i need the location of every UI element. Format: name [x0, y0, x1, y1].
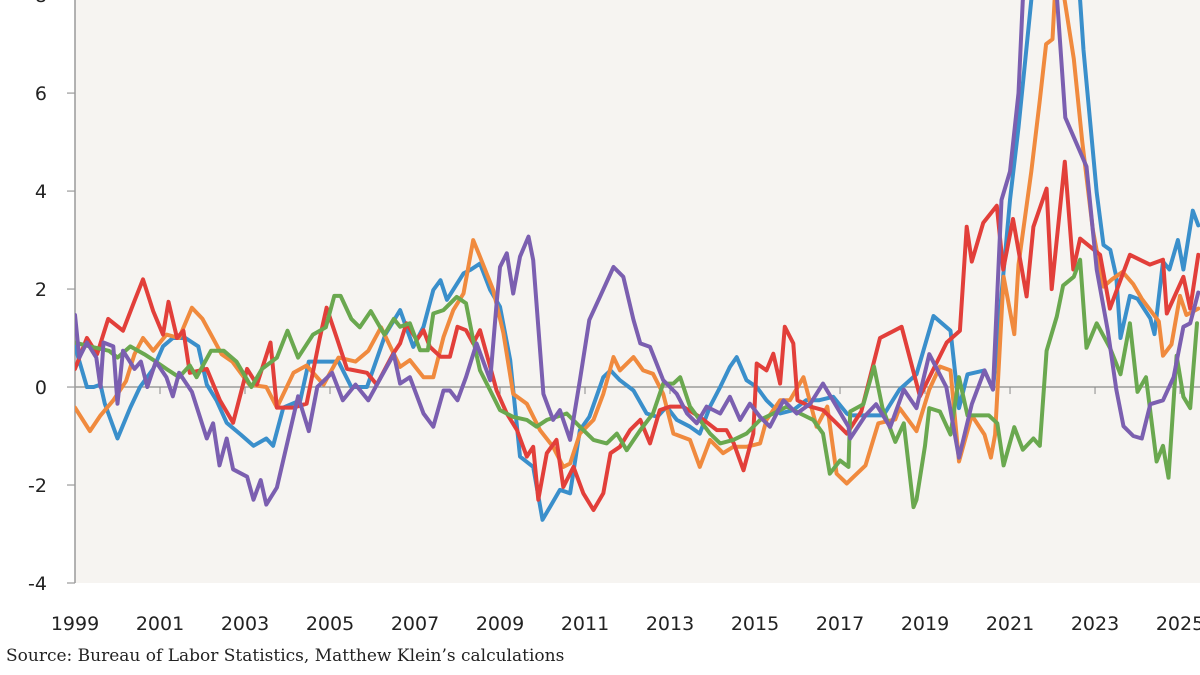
series-line-4	[75, 257, 1199, 510]
y-tick-label: -2	[28, 475, 47, 497]
series-line-5	[75, 0, 1200, 507]
x-tick-label: 2019	[901, 613, 949, 635]
series-group	[75, 0, 1200, 522]
x-tick-label: 2011	[561, 613, 609, 635]
x-axis: 1999 2001 2003 2005 2007 2009 2011 2013 2015 2017…	[51, 387, 1200, 635]
series-line-1	[75, 0, 1200, 522]
y-tick-label: -4	[28, 573, 47, 595]
source-note: Source: Bureau of Labor Statistics, Matt…	[6, 646, 565, 666]
y-tick-label: 8	[35, 0, 47, 7]
x-tick-label: 2015	[731, 613, 779, 635]
x-tick-label: 2025	[1156, 613, 1200, 635]
y-tick-label: 6	[35, 83, 47, 105]
y-axis: -4 -2 0 2 4 6 8	[28, 0, 75, 595]
x-tick-label: 1999	[51, 613, 99, 635]
x-tick-label: 2003	[221, 613, 269, 635]
x-tick-label: 2013	[646, 613, 694, 635]
x-tick-label: 2007	[391, 613, 439, 635]
x-tick-label: 2005	[306, 613, 354, 635]
x-tick-label: 2021	[986, 613, 1034, 635]
plot-background	[75, 0, 1200, 583]
x-tick-label: 2009	[476, 613, 524, 635]
y-tick-label: 2	[35, 279, 47, 301]
x-tick-label: 2001	[136, 613, 184, 635]
y-tick-label: 0	[35, 377, 47, 399]
x-tick-label: 2023	[1071, 613, 1119, 635]
y-tick-label: 4	[35, 181, 47, 203]
x-tick-label: 2017	[816, 613, 864, 635]
series-line-2	[75, 0, 1200, 486]
